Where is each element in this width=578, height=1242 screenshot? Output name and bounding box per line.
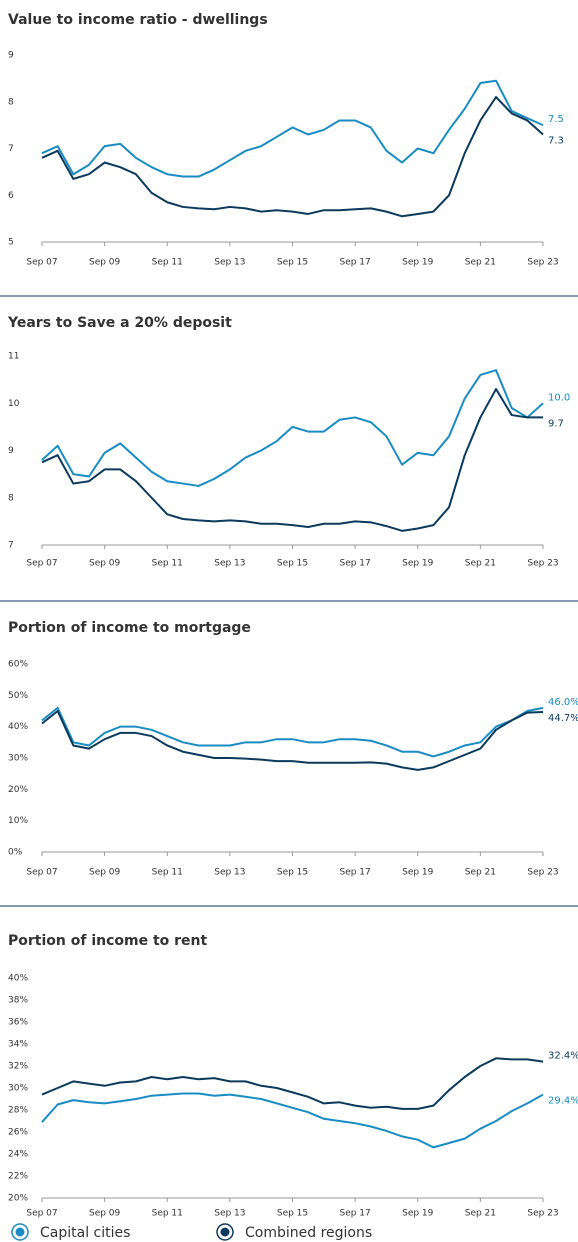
x-tick-label: Sep 09: [89, 559, 121, 569]
x-tick-label: Sep 09: [89, 258, 121, 268]
x-tick-label: Sep 11: [152, 868, 183, 878]
x-tick-label: Sep 17: [339, 258, 370, 268]
y-tick-label: 50%: [8, 691, 28, 701]
end-label: 7.3: [548, 135, 564, 146]
y-tick-label: 5: [8, 238, 14, 248]
end-label: 46.0%: [548, 697, 578, 708]
end-label: 9.7: [548, 418, 564, 429]
chart-title: Portion of income to rent: [8, 933, 208, 949]
series-line: [41, 1092, 544, 1149]
legend-ring: [11, 1223, 29, 1241]
x-tick-label: Sep 23: [527, 559, 558, 569]
x-tick-label: Sep 21: [465, 258, 496, 268]
series-line: [41, 388, 543, 532]
x-tick-label: Sep 13: [214, 258, 245, 268]
x-tick-label: Sep 09: [89, 868, 121, 878]
y-tick-label: 0%: [8, 848, 23, 858]
x-tick-label: Sep 21: [465, 868, 496, 878]
legend-label: Combined regions: [245, 1225, 372, 1241]
x-tick-label: Sep 11: [152, 1209, 183, 1219]
x-tick-label: Sep 13: [214, 868, 245, 878]
end-label: 10.0: [548, 392, 570, 403]
x-tick-label: Sep 07: [26, 559, 57, 569]
legend: Capital cities Combined regions: [11, 1223, 372, 1241]
end-label: 44.7%: [548, 713, 578, 724]
x-tick-label: Sep 15: [277, 258, 308, 268]
chart-title: Years to Save a 20% deposit: [7, 315, 232, 331]
y-tick-label: 36%: [8, 1018, 28, 1028]
y-tick-label: 40%: [8, 974, 28, 984]
x-tick-label: Sep 13: [214, 559, 245, 569]
y-tick-label: 20%: [8, 785, 28, 795]
legend-swatch: [15, 1227, 25, 1237]
legend-ring: [216, 1223, 234, 1241]
x-tick-label: Sep 09: [89, 1209, 121, 1219]
y-tick-label: 38%: [8, 996, 28, 1006]
x-tick-label: Sep 07: [26, 868, 57, 878]
x-tick-label: Sep 07: [26, 258, 57, 268]
series-line: [41, 369, 544, 487]
y-tick-label: 10%: [8, 816, 28, 826]
x-tick-label: Sep 17: [339, 1209, 370, 1219]
x-tick-label: Sep 17: [339, 559, 370, 569]
y-tick-label: 60%: [8, 660, 28, 670]
chart-title: Value to income ratio - dwellings: [8, 12, 268, 28]
y-tick-label: 11: [8, 352, 19, 362]
y-tick-label: 7: [8, 144, 14, 154]
x-tick-label: Sep 19: [402, 868, 434, 878]
legend-label: Capital cities: [40, 1225, 130, 1241]
x-tick-label: Sep 23: [527, 258, 558, 268]
x-tick-label: Sep 19: [402, 1209, 434, 1219]
x-tick-label: Sep 07: [26, 1209, 57, 1219]
y-tick-label: 40%: [8, 722, 28, 732]
y-tick-label: 9: [8, 446, 14, 456]
y-tick-label: 34%: [8, 1040, 28, 1050]
end-label: 29.4%: [548, 1096, 578, 1107]
y-tick-label: 20%: [8, 1194, 28, 1204]
y-tick-label: 30%: [8, 1084, 28, 1094]
end-label: 32.4%: [548, 1051, 578, 1062]
x-tick-label: Sep 17: [339, 868, 370, 878]
y-tick-label: 8: [8, 493, 14, 503]
x-tick-label: Sep 21: [465, 1209, 496, 1219]
x-tick-label: Sep 11: [152, 258, 183, 268]
y-tick-label: 7: [8, 541, 14, 551]
series-line: [41, 706, 544, 758]
x-tick-label: Sep 19: [402, 559, 434, 569]
y-tick-label: 8: [8, 97, 14, 107]
x-tick-label: Sep 19: [402, 258, 434, 268]
chart-title: Portion of income to mortgage: [8, 620, 251, 636]
series-line: [41, 79, 544, 178]
series-line: [41, 1057, 544, 1110]
x-tick-label: Sep 13: [214, 1209, 245, 1219]
series-line: [41, 710, 544, 771]
y-tick-label: 32%: [8, 1062, 28, 1072]
x-tick-label: Sep 23: [527, 868, 558, 878]
x-tick-label: Sep 15: [277, 559, 308, 569]
y-tick-label: 26%: [8, 1128, 28, 1138]
y-tick-label: 9: [8, 51, 14, 61]
y-tick-label: 24%: [8, 1150, 28, 1160]
x-tick-label: Sep 11: [152, 559, 183, 569]
x-tick-label: Sep 15: [277, 868, 308, 878]
series-line: [41, 96, 544, 218]
x-tick-label: Sep 15: [277, 1209, 308, 1219]
legend-swatch: [220, 1227, 230, 1237]
y-tick-label: 28%: [8, 1106, 28, 1116]
y-tick-label: 30%: [8, 754, 28, 764]
y-tick-label: 10: [8, 399, 20, 409]
end-label: 7.5: [548, 114, 564, 125]
x-tick-label: Sep 21: [465, 559, 496, 569]
x-tick-label: Sep 23: [527, 1209, 558, 1219]
y-tick-label: 22%: [8, 1172, 28, 1182]
y-tick-label: 6: [8, 191, 14, 201]
